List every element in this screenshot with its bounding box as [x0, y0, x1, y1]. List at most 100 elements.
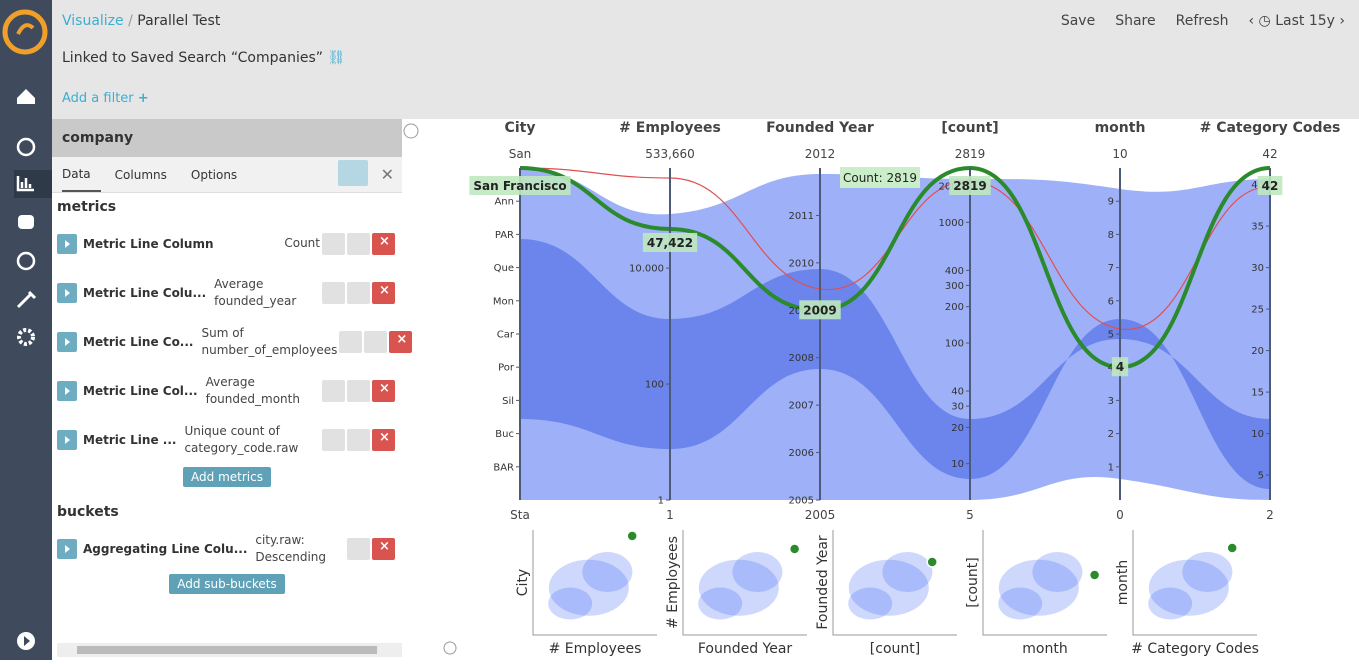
expand-button[interactable]	[57, 429, 77, 450]
highlight-label: San Francisco	[469, 176, 571, 195]
scrollbar[interactable]	[57, 643, 402, 657]
axis-end-label: Sta	[510, 508, 530, 522]
tab[interactable]: Columns	[114, 168, 167, 182]
reorder-button[interactable]	[347, 232, 370, 255]
apply-button[interactable]	[338, 160, 368, 186]
add-sub-buckets[interactable]: Add sub-buckets	[169, 574, 285, 594]
axis-end-label: 2819	[955, 147, 986, 161]
row-buttons	[320, 232, 395, 255]
reorder-button[interactable]	[347, 281, 370, 304]
collapse-panels[interactable]	[443, 641, 457, 655]
panel-y-label: City	[515, 569, 531, 596]
axes: City San Sta Ann PAR Que Mon Car Por Sil Buc BAR # E…	[469, 120, 1340, 522]
breadcrumb-link[interactable]: Visualize	[62, 13, 124, 29]
toggle-button[interactable]	[347, 537, 370, 560]
panel-y-label: [count]	[965, 557, 981, 607]
row-buttons	[320, 281, 395, 304]
timelion-icon[interactable]	[16, 251, 36, 271]
add-filter[interactable]: Add a filter +	[62, 91, 149, 106]
row-label: Metric Line Co...	[83, 334, 194, 349]
time-picker[interactable]: ‹ ◷ Last 15y ›	[1248, 13, 1346, 29]
editor: company Data Columns Options ✕ metrics M…	[52, 119, 413, 660]
time-range: Last 15y	[1275, 13, 1335, 29]
remove-button[interactable]	[372, 537, 395, 560]
action[interactable]: Save	[1060, 13, 1096, 29]
point-cloud	[848, 587, 893, 620]
collapse-editor[interactable]	[403, 123, 419, 139]
tab[interactable]: Data	[62, 157, 101, 192]
panel-x-label: [count]	[870, 641, 920, 657]
panel-frame	[1132, 530, 1257, 636]
row-description: Average founded_month	[205, 374, 300, 406]
settings-icon[interactable]	[17, 328, 35, 346]
action[interactable]: Share	[1115, 13, 1156, 29]
axis-title: month	[1095, 120, 1146, 136]
discover-icon[interactable]	[16, 137, 36, 157]
tab[interactable]: Options	[190, 168, 238, 182]
logo[interactable]	[2, 9, 48, 55]
linked-text: Linked to Saved Search “Companies”	[62, 50, 323, 66]
expand-button[interactable]	[57, 380, 77, 401]
row-label: Metric Line Column	[83, 236, 214, 251]
action[interactable]: Refresh	[1175, 13, 1229, 29]
metric-list: Metric Line Column Count Metric Line Colu.…	[52, 219, 413, 464]
reorder-button[interactable]	[364, 330, 388, 353]
tooltip-bg	[840, 167, 920, 188]
remove-button[interactable]	[372, 281, 395, 304]
tick-label: 100	[945, 338, 964, 349]
unlink-icon[interactable]: ⛓	[327, 50, 346, 66]
discard-button[interactable]: ✕	[380, 165, 394, 184]
reorder-button[interactable]	[347, 428, 370, 451]
section-title: metrics	[57, 199, 117, 215]
highlight-point	[926, 556, 938, 568]
actions: Save Share Refresh ‹ ◷ Last 15y ›	[1061, 13, 1345, 29]
home-icon[interactable]	[17, 89, 35, 104]
highlight-label: 42	[1257, 176, 1283, 195]
panel-frame	[682, 530, 807, 636]
highlight-label: 47,422	[642, 232, 698, 252]
remove-button[interactable]	[372, 428, 395, 451]
top-bar: Visualize / Parallel Test Save Share Ref…	[52, 0, 1359, 119]
tooltip-text: Count: 2819	[843, 171, 917, 185]
highlight-label: 2009	[799, 300, 841, 320]
axis-title: # Category Codes	[1200, 120, 1341, 136]
active-nav	[14, 170, 52, 198]
expand-button[interactable]	[57, 233, 77, 254]
toggle-button[interactable]	[322, 281, 345, 304]
expand-button[interactable]	[57, 331, 77, 352]
tick-label: 25	[1251, 305, 1264, 316]
point-cloud	[698, 559, 779, 616]
highlight-label: 2819	[949, 176, 991, 195]
toggle-button[interactable]	[339, 330, 363, 353]
point-cloud	[998, 587, 1043, 620]
axis-end-label: 1	[666, 508, 674, 522]
expand-button[interactable]	[57, 282, 77, 303]
line-bundle	[520, 168, 1270, 500]
devtools-icon[interactable]	[16, 290, 37, 309]
panel-y-label: month	[1115, 560, 1131, 605]
toggle-button[interactable]	[322, 379, 345, 402]
tick-label: Por	[498, 363, 515, 374]
add-metrics[interactable]: Add metrics	[183, 467, 271, 487]
toggle-button[interactable]	[322, 428, 345, 451]
tick-label: 2005	[789, 496, 814, 507]
tick-label: 30	[1251, 263, 1264, 274]
reorder-button[interactable]	[347, 379, 370, 402]
point-cloud	[1148, 587, 1193, 620]
visualize-icon[interactable]	[16, 176, 34, 192]
tick-label: 10	[1251, 429, 1264, 440]
highlight-label-bg	[949, 176, 991, 195]
remove-button[interactable]	[372, 379, 395, 402]
axis-end-label: 2	[1266, 508, 1274, 522]
dashboard-icon[interactable]	[18, 215, 34, 229]
tick-label: 1000	[939, 218, 964, 229]
point-cloud	[1182, 552, 1233, 592]
remove-button[interactable]	[372, 232, 395, 255]
row-label: Aggregating Line Colu...	[83, 541, 248, 556]
expand-button[interactable]	[57, 538, 77, 559]
point-cloud	[882, 552, 933, 592]
row-label: Metric Line Colu...	[83, 285, 207, 300]
row-description: Count	[284, 236, 320, 250]
remove-button[interactable]	[389, 330, 413, 353]
toggle-button[interactable]	[322, 232, 345, 255]
